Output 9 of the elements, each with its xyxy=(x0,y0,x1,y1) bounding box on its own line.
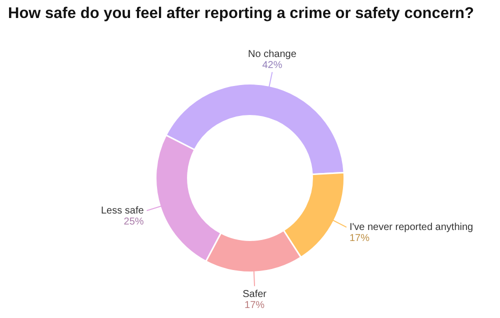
data-label: 17% xyxy=(244,300,265,311)
data-label: 25% xyxy=(124,216,144,228)
slice-label: Less safe xyxy=(100,205,144,216)
chart-title: How safe do you feel after reporting a crime or safety concern? xyxy=(7,4,475,24)
data-label: 17% xyxy=(349,232,370,244)
slice-label: I've never reported anything xyxy=(349,222,474,233)
slice-label: No change xyxy=(248,48,297,60)
slice-label: Safer xyxy=(242,288,268,300)
data-label: 42% xyxy=(262,60,282,71)
